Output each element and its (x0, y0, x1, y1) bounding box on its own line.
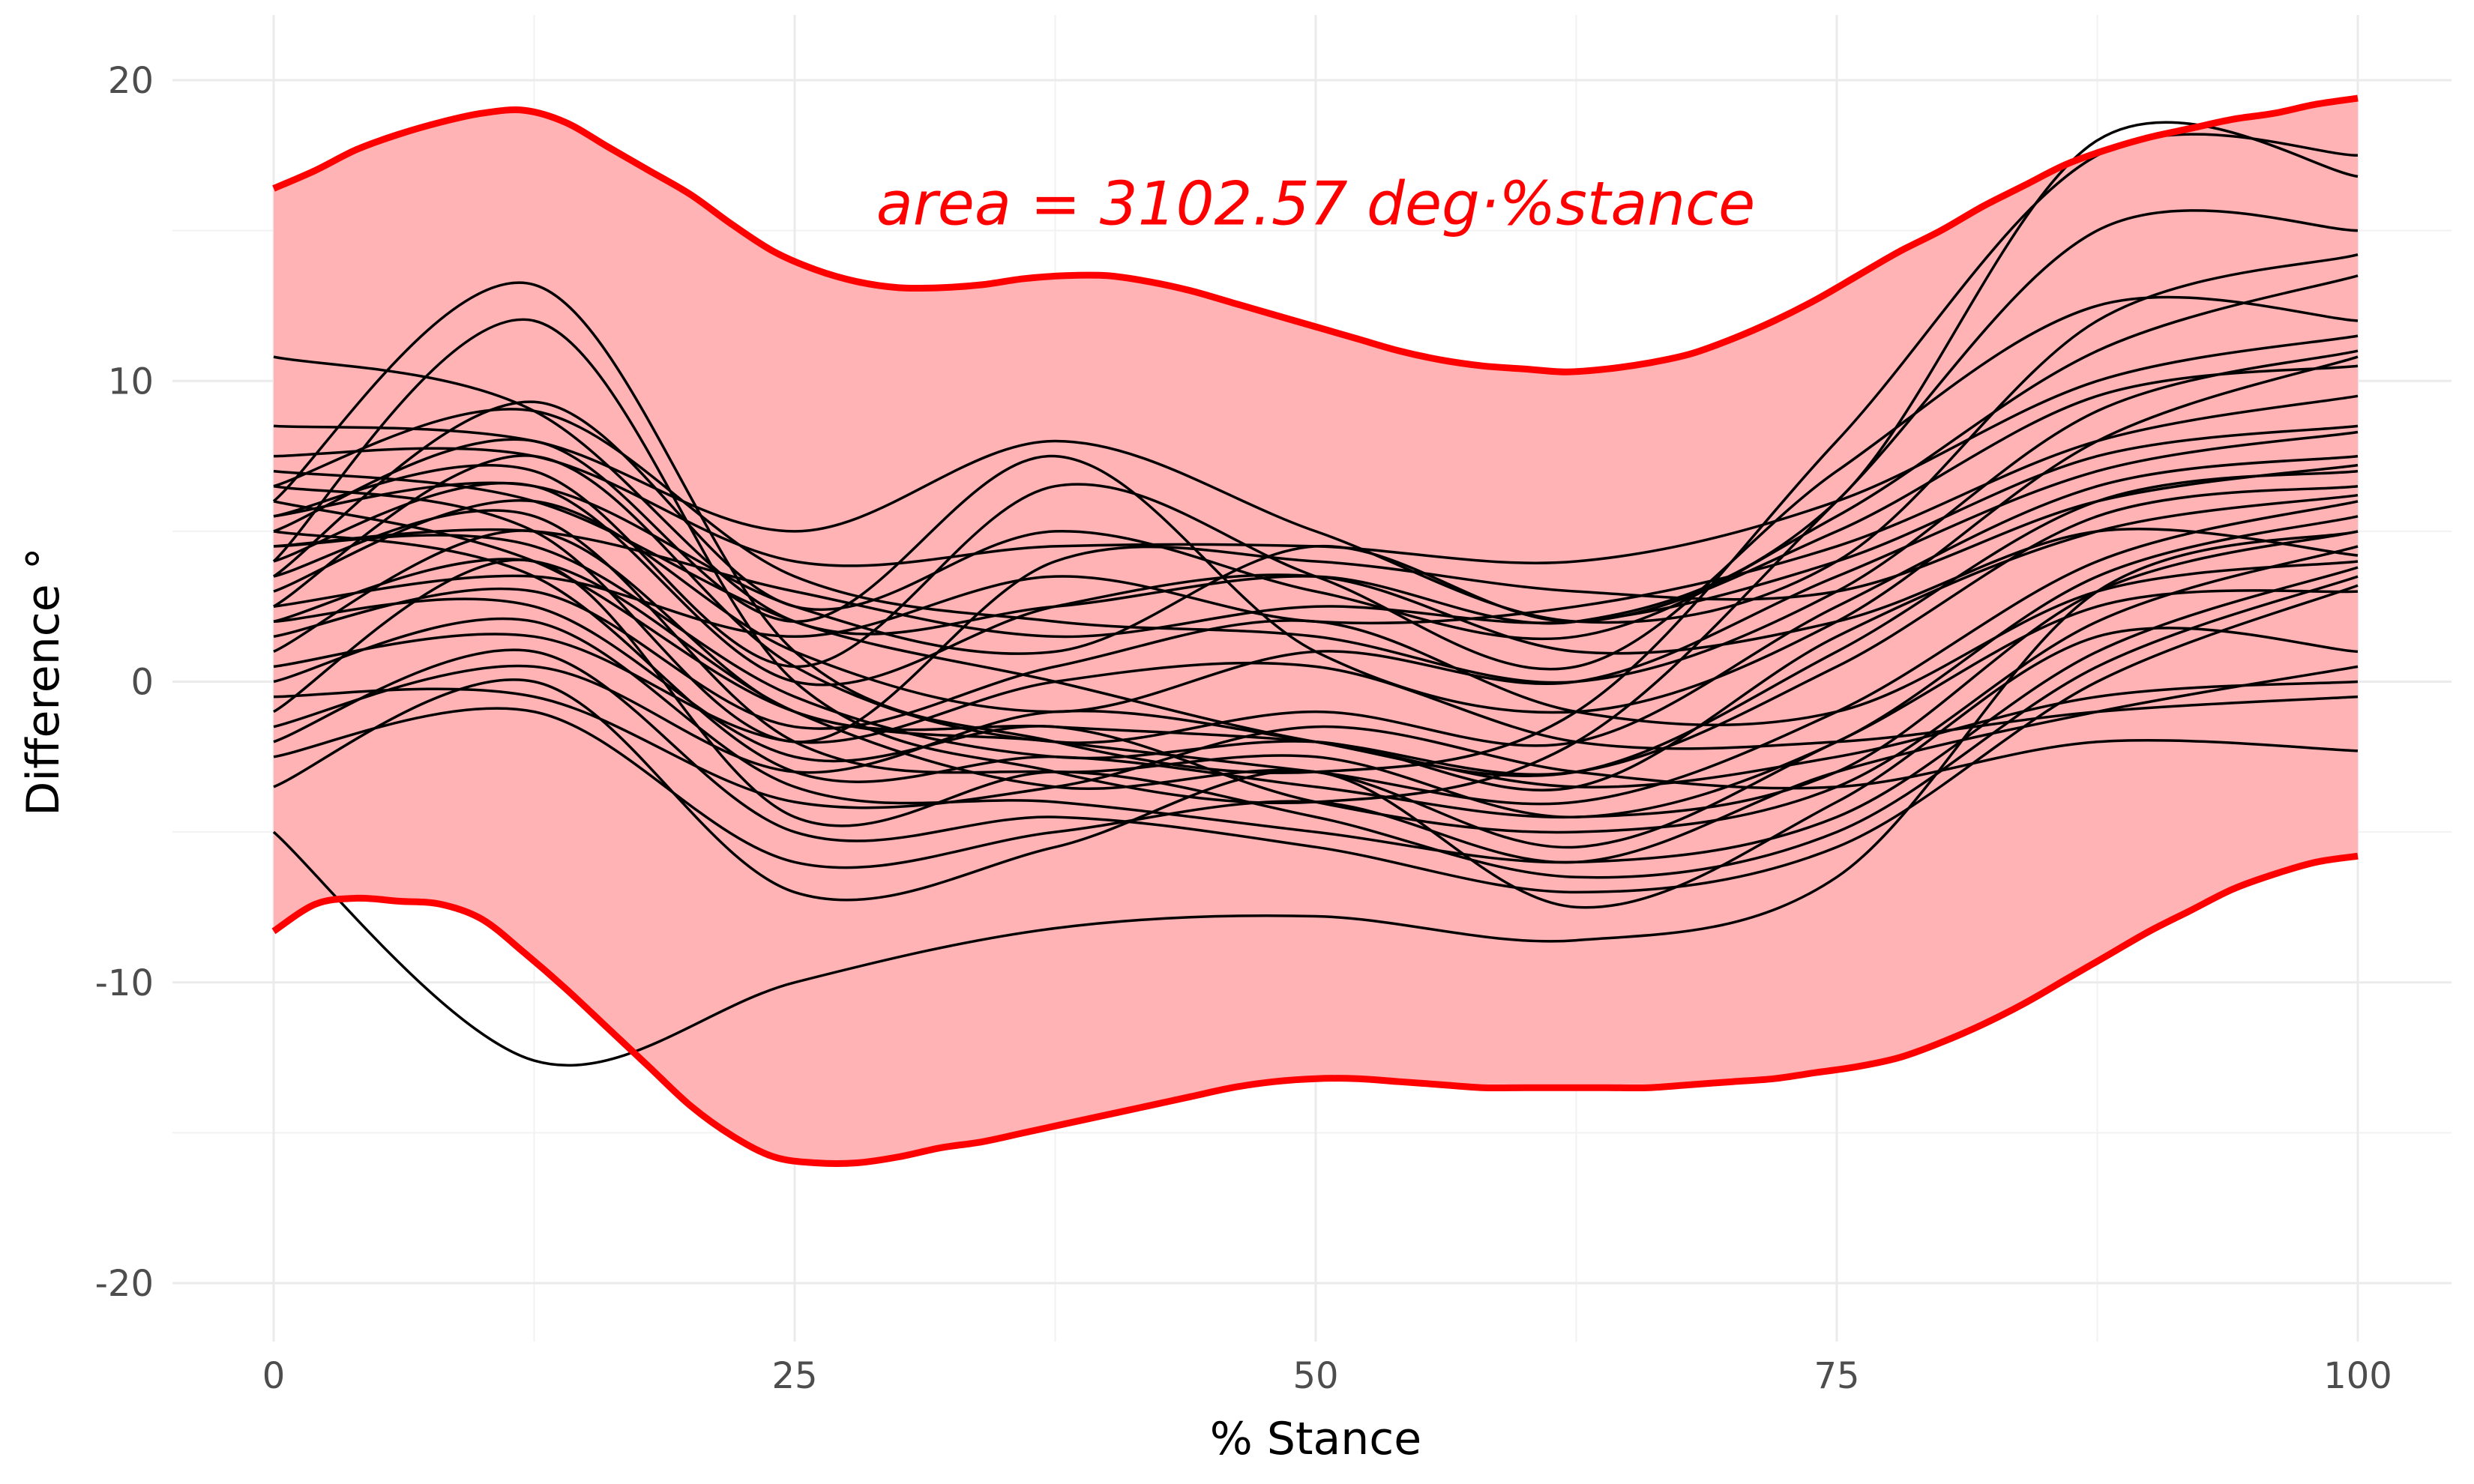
envelope-band (274, 98, 2358, 1164)
series-line (273, 253, 2359, 624)
envelope-lower-line (271, 852, 2359, 1167)
series-line (273, 558, 2359, 849)
series-line (273, 633, 2359, 750)
series-line (273, 481, 2359, 687)
y-tick-label: 20 (108, 60, 154, 102)
series-line (273, 424, 2359, 639)
x-tick-label: 100 (2323, 1355, 2392, 1397)
y-tick-labels: -20 -10 0 10 20 (95, 60, 154, 1305)
series-line (273, 295, 2359, 671)
y-tick-label: 10 (108, 361, 154, 402)
x-tick-labels: 0 25 50 75 100 (262, 1355, 2392, 1397)
series-line (273, 454, 2359, 747)
envelope-band-lines (271, 94, 2359, 1167)
series-line (272, 530, 2359, 1067)
series-line (273, 274, 2359, 641)
x-tick-label: 75 (1814, 1355, 1859, 1397)
y-tick-label: -20 (95, 1263, 154, 1305)
series-line (273, 493, 2359, 791)
envelope-band-fill (274, 98, 2358, 1164)
x-tick-label: 50 (1292, 1355, 1338, 1397)
x-tick-label: 25 (771, 1355, 817, 1397)
series-line (273, 394, 2359, 639)
y-tick-label: -10 (95, 962, 154, 1004)
series-line (273, 687, 2359, 809)
x-axis-title: % Stance (1210, 1413, 1421, 1465)
envelope-upper-line (272, 94, 2359, 375)
series-line (273, 665, 2359, 869)
series-line (273, 349, 2359, 684)
x-tick-label: 0 (262, 1355, 286, 1397)
series-line (273, 364, 2359, 655)
series-group (272, 121, 2359, 1067)
area-annotation: area = 3102.57 deg·%stance (876, 169, 1756, 239)
y-tick-label: 0 (130, 662, 154, 704)
series-line (273, 566, 2359, 864)
y-axis-title: Difference ° (17, 547, 70, 815)
